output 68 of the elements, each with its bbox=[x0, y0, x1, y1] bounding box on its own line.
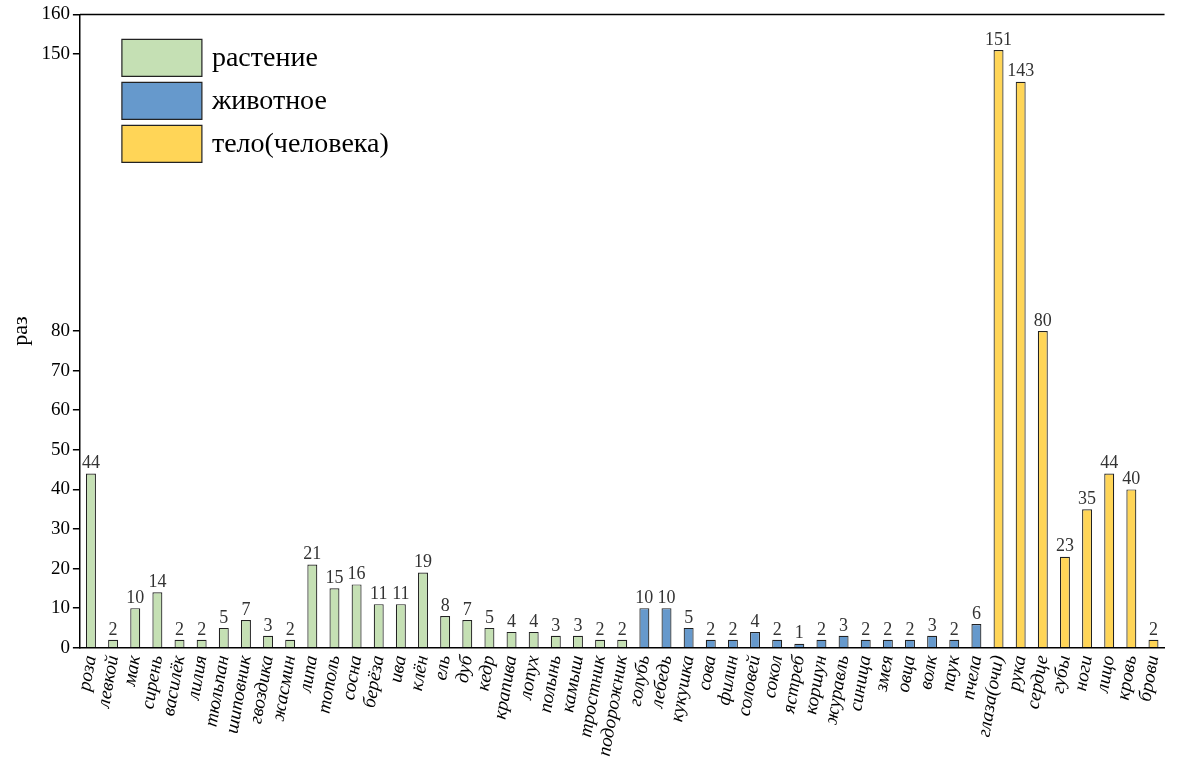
data-label: 4 bbox=[529, 610, 539, 631]
data-label: 3 bbox=[263, 614, 273, 635]
y-tick-label: 150 bbox=[41, 41, 70, 63]
data-label: 2 bbox=[861, 618, 871, 639]
y-tick-label: 40 bbox=[50, 477, 70, 499]
data-label: 2 bbox=[285, 618, 295, 639]
data-label: 143 bbox=[1007, 60, 1035, 81]
data-label: 2 bbox=[816, 618, 826, 639]
data-label: 3 bbox=[551, 614, 561, 635]
data-label: 5 bbox=[684, 606, 694, 627]
data-label: 6 bbox=[971, 602, 981, 623]
data-label: 5 bbox=[219, 606, 229, 627]
y-tick-label: 60 bbox=[50, 398, 70, 420]
data-label: 10 bbox=[635, 586, 654, 607]
x-tick-label: паук bbox=[936, 652, 964, 693]
data-label: 11 bbox=[370, 582, 388, 603]
data-label: 8 bbox=[440, 594, 450, 615]
data-label: 23 bbox=[1055, 535, 1074, 556]
data-label: 7 bbox=[241, 598, 251, 619]
data-label: 10 bbox=[657, 586, 676, 607]
data-label: 2 bbox=[197, 618, 207, 639]
data-label: 21 bbox=[303, 543, 322, 564]
data-label: 11 bbox=[392, 582, 410, 603]
data-label: 3 bbox=[573, 614, 583, 635]
y-tick-label: 0 bbox=[60, 635, 70, 657]
data-label: 5 bbox=[484, 606, 494, 627]
data-label: 2 bbox=[728, 618, 738, 639]
data-label: 19 bbox=[414, 551, 432, 572]
data-label: 14 bbox=[148, 571, 167, 592]
data-label: 2 bbox=[949, 618, 959, 639]
data-label: 7 bbox=[462, 598, 472, 619]
x-tick-label: мак bbox=[117, 652, 145, 689]
data-label: 16 bbox=[347, 563, 366, 584]
data-label: 151 bbox=[985, 28, 1013, 49]
data-label: 44 bbox=[81, 452, 100, 473]
x-tick-label: ноги bbox=[1069, 653, 1096, 693]
data-label: 2 bbox=[108, 618, 118, 639]
data-label: 40 bbox=[1122, 468, 1141, 489]
data-label: 3 bbox=[927, 614, 937, 635]
data-label: 15 bbox=[325, 567, 344, 588]
data-label: 44 bbox=[1100, 452, 1119, 473]
data-label: 2 bbox=[1148, 618, 1158, 639]
y-tick-label: 30 bbox=[50, 516, 70, 538]
y-tick-label: 70 bbox=[50, 358, 70, 380]
legend-label: животное bbox=[210, 84, 327, 116]
data-label: 1 bbox=[794, 622, 804, 643]
data-label: 10 bbox=[126, 586, 145, 607]
y-tick-label: 10 bbox=[50, 596, 70, 618]
y-tick-label: 20 bbox=[50, 556, 70, 578]
data-label: 2 bbox=[905, 618, 915, 639]
y-axis-title: раз bbox=[6, 316, 32, 346]
data-label: 4 bbox=[750, 610, 760, 631]
x-tick-label: роза bbox=[72, 653, 100, 695]
y-tick-label: 160 bbox=[41, 2, 70, 24]
data-label: 80 bbox=[1033, 309, 1052, 330]
data-label: 2 bbox=[883, 618, 893, 639]
legend-label: тело(человека) bbox=[211, 127, 389, 159]
data-label: 3 bbox=[839, 614, 849, 635]
data-label: 2 bbox=[595, 618, 605, 639]
y-tick-label: 80 bbox=[50, 319, 70, 341]
data-label: 2 bbox=[706, 618, 716, 639]
data-label: 35 bbox=[1078, 487, 1097, 508]
y-tick-label: 50 bbox=[50, 437, 70, 459]
data-label: 2 bbox=[175, 618, 185, 639]
data-label: 2 bbox=[772, 618, 782, 639]
legend-label: растение bbox=[211, 41, 318, 73]
data-label: 2 bbox=[617, 618, 627, 639]
data-label: 4 bbox=[507, 610, 517, 631]
